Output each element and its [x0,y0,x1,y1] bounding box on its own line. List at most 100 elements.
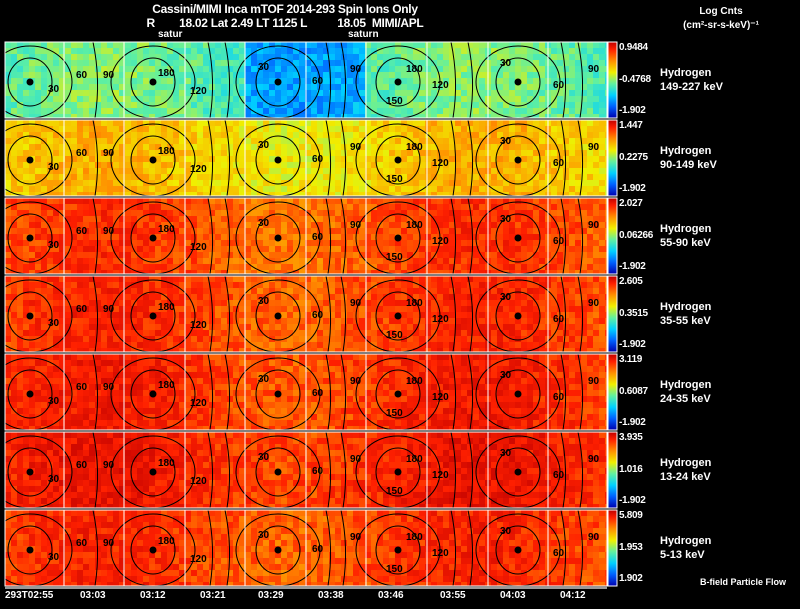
heatmap-cell [461,252,467,258]
heatmap-cell [95,150,101,156]
heatmap-cell [179,306,185,312]
heatmap-cell [263,276,269,282]
heatmap-cell [461,162,467,168]
heatmap-cell [347,186,353,192]
heatmap-cell [23,66,29,72]
heatmap-cell [107,276,113,282]
heatmap-cell [185,228,191,234]
heatmap-cell [23,144,29,150]
heatmap-cell [89,270,95,274]
heatmap-cell [497,150,503,156]
heatmap-cell [11,168,17,174]
heatmap-cell [155,288,161,294]
heatmap-cell [497,180,503,186]
heatmap-cell [53,168,59,174]
heatmap-cell [23,306,29,312]
heatmap-cell [461,324,467,330]
heatmap-cell [221,90,227,96]
heatmap-cell [497,240,503,246]
heatmap-cell [215,168,221,174]
heatmap-cell [209,114,215,118]
heatmap-cell [317,300,323,306]
heatmap-cell [227,96,233,102]
heatmap-cell [509,294,515,300]
heatmap-cell [503,270,509,274]
heatmap-cell [53,264,59,270]
heatmap-cell [443,234,449,240]
heatmap-cell [77,222,83,228]
heatmap-cell [407,162,413,168]
heatmap-cell [5,66,11,72]
heatmap-cell [533,54,539,60]
heatmap-cell [449,252,455,258]
heatmap-cell [125,312,131,318]
heatmap-cell [221,258,227,264]
heatmap-cell [599,288,605,294]
heatmap-cell [317,108,323,114]
heatmap-cell [467,162,473,168]
heatmap-cell [443,276,449,282]
heatmap-cell [203,90,209,96]
heatmap-cell [401,264,407,270]
heatmap-cell [431,66,437,72]
heatmap-cell [509,204,515,210]
heatmap-cell [251,132,257,138]
heatmap-cell [413,264,419,270]
heatmap-cell [353,228,359,234]
heatmap-cell [431,96,437,102]
heatmap-cell [353,276,359,282]
heatmap-cell [119,294,125,300]
heatmap-cell [335,132,341,138]
heatmap-cell [173,240,179,246]
heatmap-cell [17,294,23,300]
heatmap-cell [587,198,593,204]
heatmap-cell [557,126,563,132]
heatmap-cell [407,150,413,156]
heatmap-cell [47,234,53,240]
heatmap-cell [155,246,161,252]
heatmap-cell [281,126,287,132]
heatmap-cell [185,186,191,192]
heatmap-cell [605,318,607,324]
heatmap-cell [143,300,149,306]
heatmap-cell [167,66,173,72]
heatmap-cell [569,84,575,90]
heatmap-cell [179,204,185,210]
heatmap-cell [209,48,215,54]
heatmap-cell [521,126,527,132]
heatmap-cell [575,84,581,90]
heatmap-cell [263,120,269,126]
heatmap-cell [245,252,251,258]
heatmap-cell [5,192,11,196]
heatmap-cell [131,138,137,144]
heatmap-cell [41,276,47,282]
heatmap-cell [119,246,125,252]
heatmap-cell [23,216,29,222]
heatmap-cell [443,114,449,118]
heatmap-cell [593,54,599,60]
heatmap-cell [449,234,455,240]
heatmap-cell [443,192,449,196]
heatmap-cell [95,126,101,132]
heatmap-cell [77,318,83,324]
heatmap-cell [527,216,533,222]
heatmap-cell [605,48,607,54]
heatmap-cell [71,252,77,258]
heatmap-cell [197,84,203,90]
heatmap-cell [17,312,23,318]
heatmap-cell [389,318,395,324]
heatmap-cell [497,246,503,252]
heatmap-cell [599,66,605,72]
heatmap-cell [53,192,59,196]
heatmap-cell [107,72,113,78]
heatmap-cell [275,180,281,186]
heatmap-cell [491,96,497,102]
heatmap-cell [245,222,251,228]
heatmap-cell [509,90,515,96]
heatmap-cell [515,222,521,228]
heatmap-cell [179,42,185,48]
heatmap-cell [59,252,65,258]
heatmap-cell [35,174,41,180]
heatmap-cell [137,252,143,258]
heatmap-cell [455,72,461,78]
